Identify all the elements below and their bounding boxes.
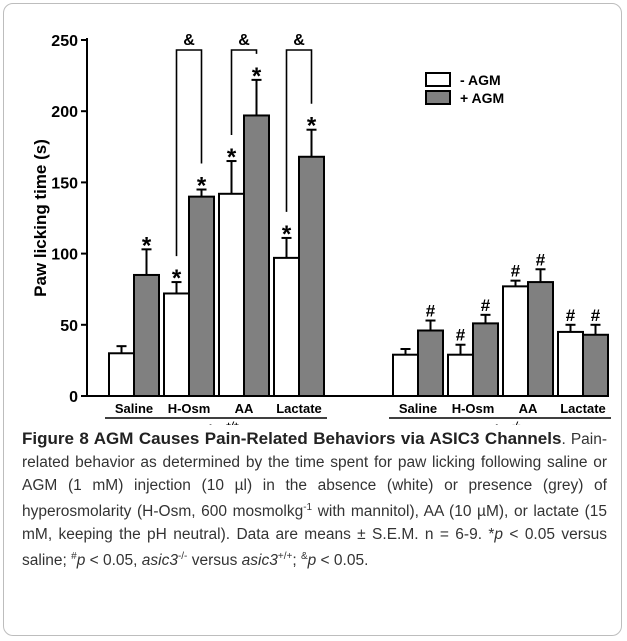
y-tick-label: 200 xyxy=(51,104,78,121)
caption-hash: # xyxy=(71,551,77,563)
caption-text: < 0.05. xyxy=(316,552,369,570)
bar xyxy=(582,333,609,398)
bar xyxy=(557,330,584,398)
bracket-mark: & xyxy=(238,32,250,49)
bar-chart: 050100150200250*Saline**&H-Osm**&AA**&La… xyxy=(31,32,611,425)
bar xyxy=(273,256,300,398)
legend-swatch xyxy=(425,90,451,105)
bar xyxy=(502,285,529,397)
group-label-sup: -/- xyxy=(512,420,521,425)
bar xyxy=(447,353,474,398)
caption-gene: asic3 xyxy=(241,552,278,570)
significance-mark: * xyxy=(252,63,262,90)
bar xyxy=(392,353,419,398)
group-label: asic3-/- xyxy=(479,420,520,425)
y-tick-label: 0 xyxy=(69,389,78,406)
x-tick-label: Lactate xyxy=(276,401,322,416)
caption-p: p xyxy=(76,552,86,570)
caption-text: with mannitol), AA (10 µM), or lactate (… xyxy=(22,503,607,544)
y-axis-label: Paw licking time (s) xyxy=(31,139,50,297)
caption-sup: -1 xyxy=(303,502,313,513)
bar xyxy=(417,329,444,397)
significance-mark: # xyxy=(456,326,466,345)
caption-p: p xyxy=(307,552,317,570)
bar xyxy=(298,155,325,397)
significance-mark: # xyxy=(591,306,601,325)
x-tick-label: H-Osm xyxy=(452,401,495,416)
bar xyxy=(527,281,554,397)
significance-mark: * xyxy=(282,221,292,248)
caption-text: versus xyxy=(187,552,242,570)
significance-mark: # xyxy=(566,306,576,325)
significance-bracket xyxy=(175,49,203,257)
caption-title: AGM Causes Pain-Related Behaviors via AS… xyxy=(93,429,562,448)
bar xyxy=(188,195,215,397)
x-tick-label: AA xyxy=(519,401,538,416)
caption-text: ; xyxy=(292,552,301,570)
y-tick-label: 50 xyxy=(60,318,78,335)
legend-label: + AGM xyxy=(460,90,504,106)
significance-mark: * xyxy=(197,173,207,200)
group-label-base: asic3 xyxy=(479,422,512,425)
y-tick-label: 100 xyxy=(51,247,78,264)
y-tick-label: 250 xyxy=(51,33,78,50)
caption-amp: & xyxy=(300,551,308,563)
caption-text: < 0.05, xyxy=(85,552,142,570)
significance-mark: # xyxy=(511,262,521,281)
figure-frame xyxy=(3,3,622,636)
figure-caption: Figure 8 AGM Causes Pain-Related Behavio… xyxy=(22,428,607,572)
significance-mark: # xyxy=(481,296,491,315)
significance-mark: # xyxy=(426,302,436,321)
caption-gene-sup: +/+ xyxy=(277,551,293,563)
significance-bracket xyxy=(230,49,258,136)
bar xyxy=(243,114,270,398)
group-label-sup: +/+ xyxy=(226,420,240,425)
caption-p: p xyxy=(494,526,504,544)
bar xyxy=(472,322,499,398)
significance-mark: * xyxy=(227,144,237,171)
legend-swatch xyxy=(425,72,451,87)
bar xyxy=(108,352,135,397)
x-tick-label: Lactate xyxy=(560,401,606,416)
caption-gene-sup: -/- xyxy=(177,551,188,563)
bracket-mark: & xyxy=(293,32,305,49)
significance-mark: * xyxy=(142,232,152,259)
caption-text: . Pain-related behavior as determined by… xyxy=(22,431,607,521)
x-tick-label: H-Osm xyxy=(168,401,211,416)
significance-bracket xyxy=(285,49,313,212)
caption-heading: Figure 8 AGM Causes Pain-Related Behavio… xyxy=(22,428,607,572)
significance-mark: # xyxy=(536,250,546,269)
group-label-base: asic3 xyxy=(193,422,226,425)
x-tick-label: Saline xyxy=(399,401,437,416)
bracket-mark: & xyxy=(183,32,195,49)
x-tick-label: AA xyxy=(235,401,254,416)
x-tick-label: Saline xyxy=(115,401,153,416)
group-label: asic3+/+ xyxy=(193,420,239,425)
caption-gene: asic3 xyxy=(141,552,178,570)
significance-mark: * xyxy=(307,113,317,140)
bar xyxy=(163,292,190,397)
caption-label: Figure 8 xyxy=(22,429,89,448)
y-tick-label: 150 xyxy=(51,175,78,192)
legend-label: - AGM xyxy=(460,72,501,88)
significance-mark: * xyxy=(172,265,182,292)
bar xyxy=(133,273,160,397)
bar xyxy=(218,192,245,397)
caption-text: < 0.05 versus saline; xyxy=(22,526,607,570)
